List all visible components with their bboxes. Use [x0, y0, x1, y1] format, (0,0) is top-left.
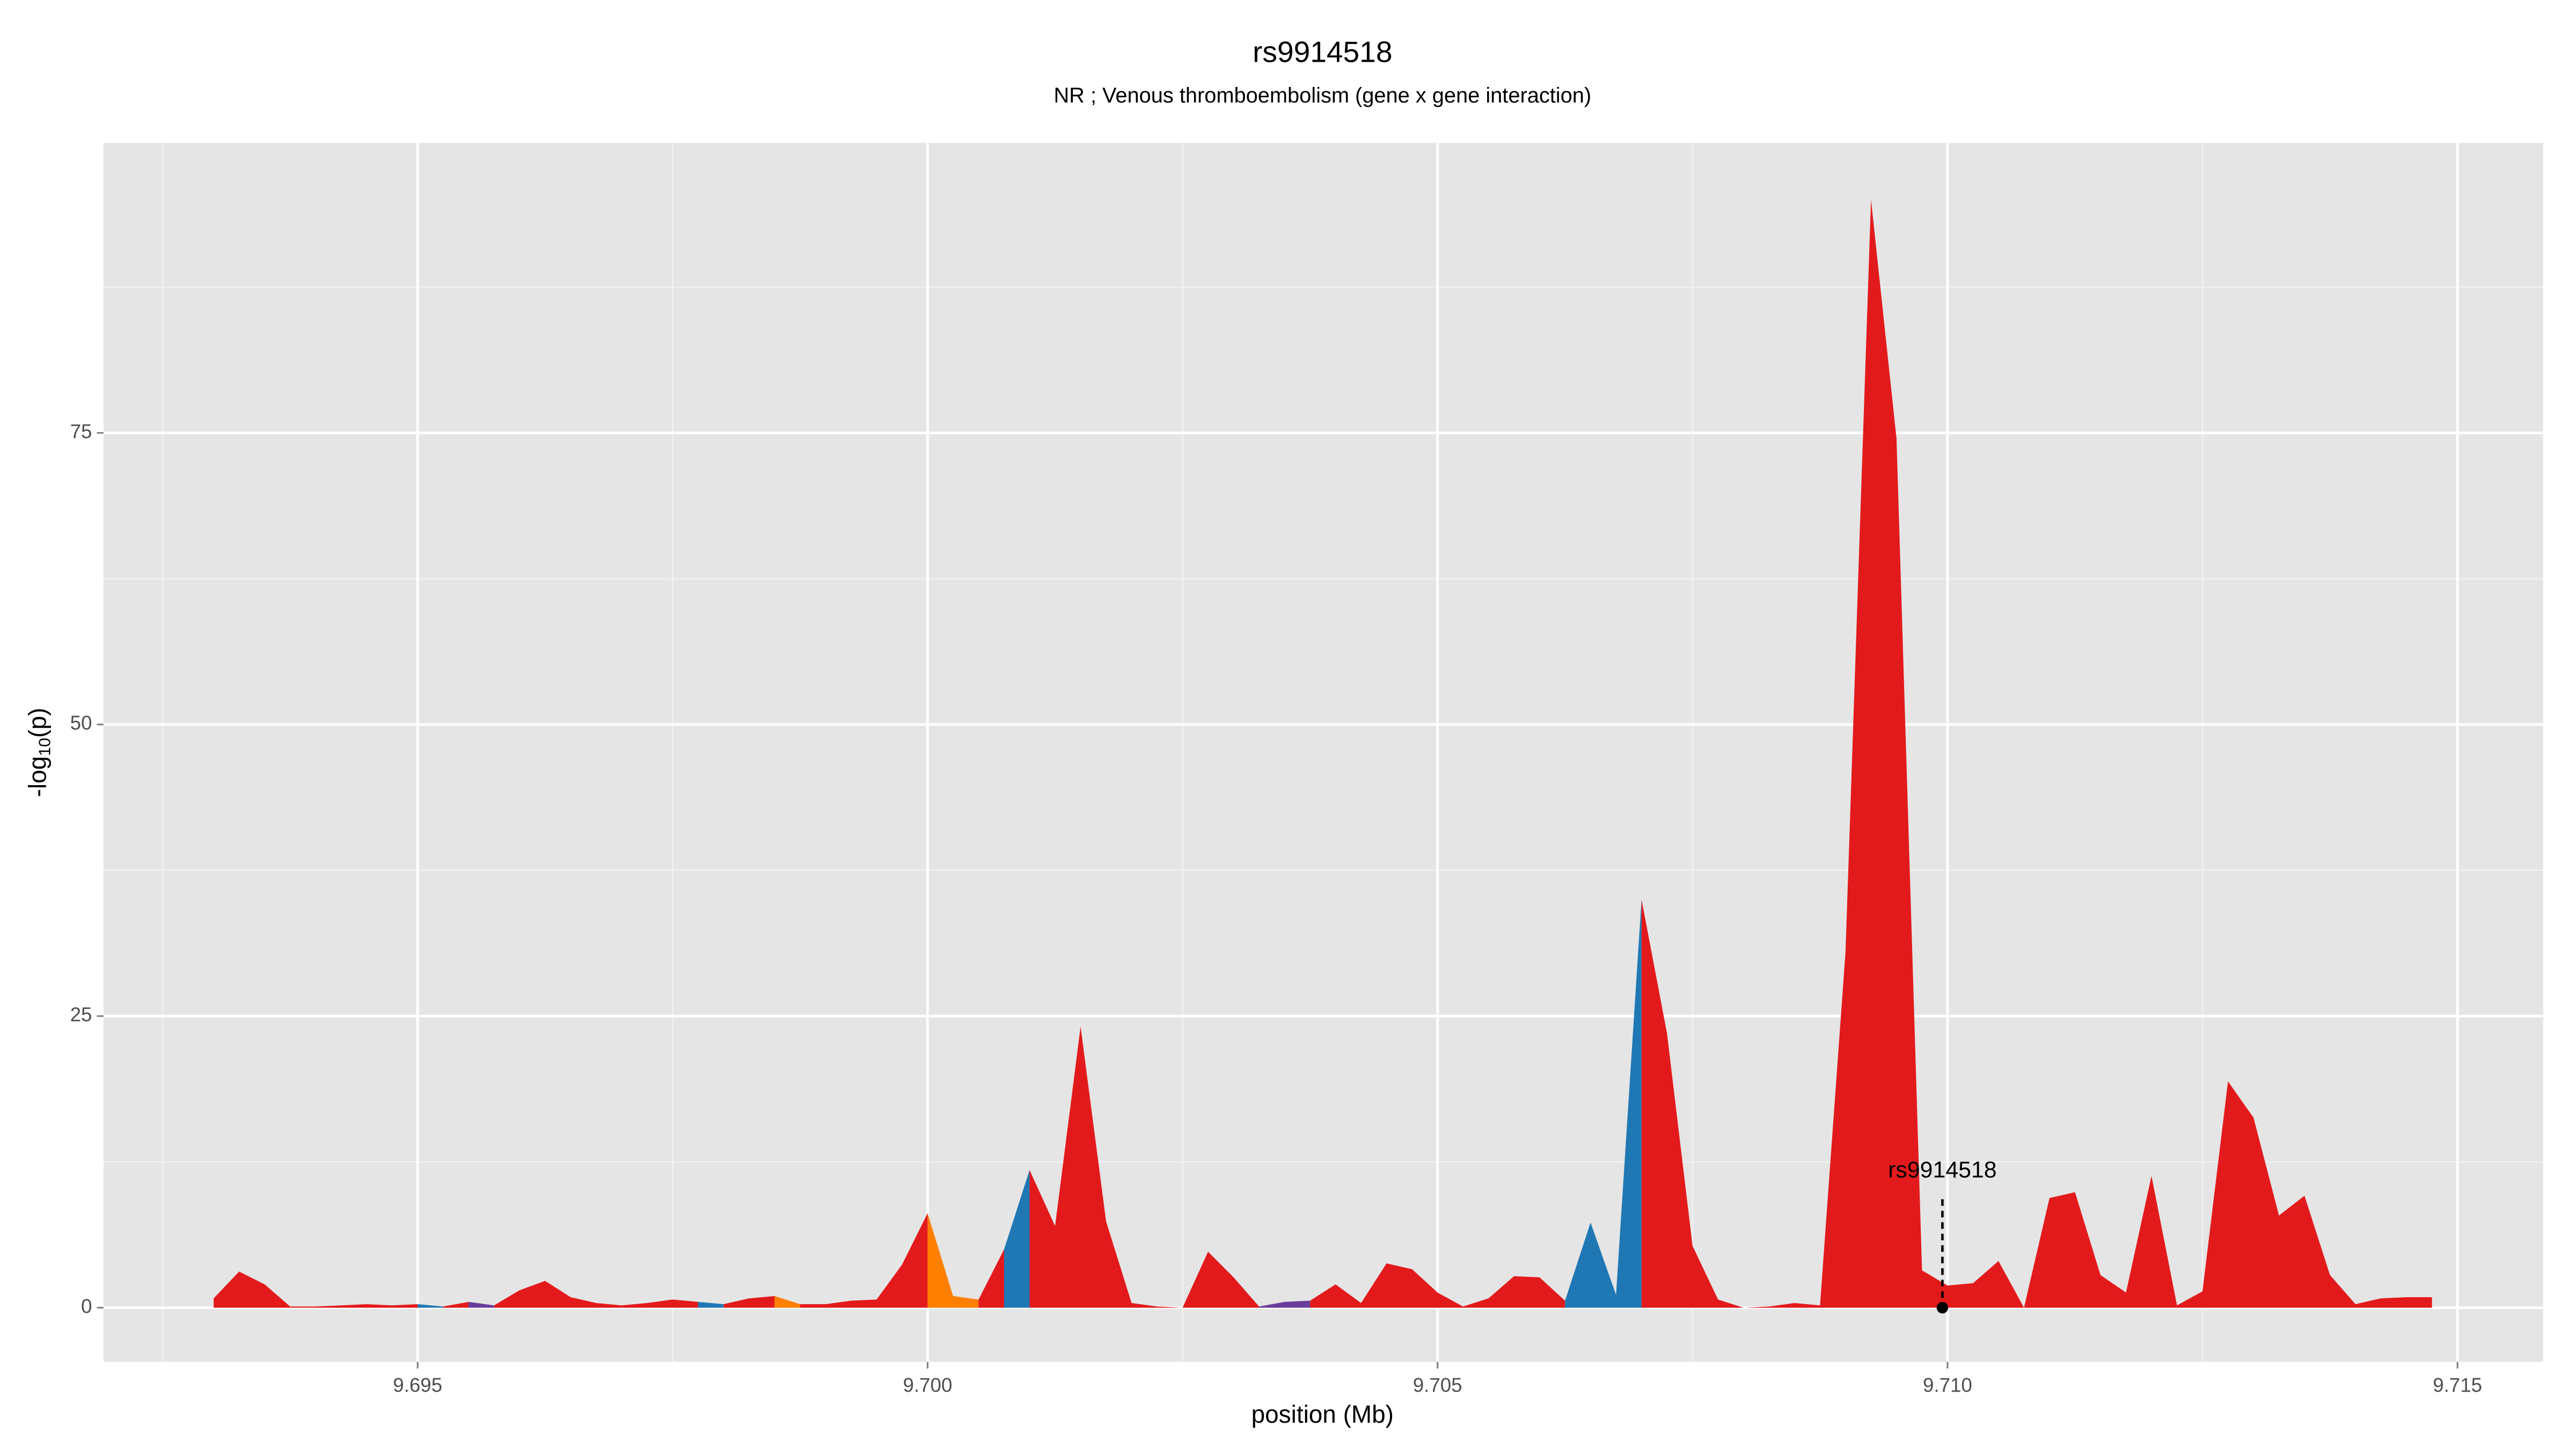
area-segment: [1310, 1263, 1565, 1308]
area-segment: [418, 1304, 443, 1308]
area-segment: [800, 1213, 928, 1308]
area-segment: [443, 1301, 469, 1308]
y-axis-title: -log10(p): [24, 708, 54, 797]
x-tick-label: 9.695: [393, 1374, 442, 1396]
x-axis-title: position (Mb): [1252, 1400, 1394, 1428]
area-segment: [1004, 1170, 1030, 1308]
x-tick-label: 9.700: [903, 1374, 952, 1396]
area-segment: [723, 1296, 775, 1308]
chart-subtitle: NR ; Venous thromboembolism (gene x gene…: [1053, 84, 1591, 107]
y-axis-title-part: (p): [24, 708, 52, 738]
area-segment: [927, 1213, 979, 1308]
y-tick-label: 75: [70, 420, 92, 442]
y-tick-label: 25: [70, 1004, 92, 1026]
area-segment: [774, 1296, 800, 1308]
highlight-label: rs9914518: [1888, 1157, 1996, 1183]
chart-title: rs9914518: [1253, 35, 1392, 69]
grid: [103, 143, 2543, 1362]
area-segment: [1565, 899, 1642, 1308]
x-tick-label: 9.705: [1413, 1374, 1462, 1396]
axes: 9.695 9.700 9.705 9.710 9.715 0 25 50 75 rs991451…: [70, 420, 2482, 1396]
y-axis-title-sub: 10: [36, 738, 54, 756]
areas: [214, 199, 2432, 1308]
highlight-point: [1936, 1301, 1949, 1314]
panel: [103, 143, 2543, 1362]
x-tick-label: 9.715: [2433, 1374, 2482, 1396]
area-segment: [978, 1249, 1004, 1308]
area-segment: [698, 1301, 724, 1308]
x-tick-label: 9.710: [1923, 1374, 1972, 1396]
area-segment: [1259, 1300, 1311, 1308]
area-segment: [1029, 1026, 1260, 1308]
y-axis-title-part: -log: [24, 756, 52, 797]
y-tick-label: 50: [70, 712, 92, 734]
y-tick-label: 0: [81, 1295, 92, 1317]
area-segment: [214, 1271, 418, 1308]
area-segment: [469, 1301, 494, 1308]
area-segment: [494, 1280, 698, 1308]
